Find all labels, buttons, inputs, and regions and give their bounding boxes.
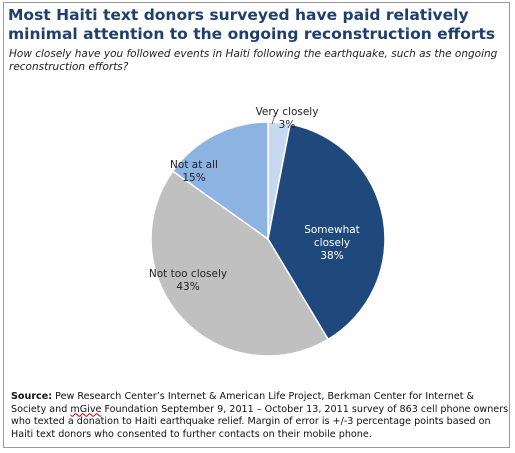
- source-text-mgive: mGive: [70, 403, 102, 415]
- slice-label-somewhat-closely-0: Somewhat: [304, 224, 360, 236]
- leader-line-very-closely: [271, 114, 276, 125]
- pie-slice-not-too-closely: [150, 170, 330, 357]
- value-label-not-at-all: 15%: [182, 172, 205, 184]
- source-text-part1: Pew Research Center’s Internet & America…: [11, 391, 475, 415]
- slice-label-very-closely-0: Very closely: [256, 106, 319, 118]
- slice-label-not-too-closely-0: Not too closely: [149, 268, 227, 280]
- chart-title: Most Haiti text donors surveyed have pai…: [8, 6, 496, 43]
- value-label-somewhat-closely: 38%: [320, 250, 343, 262]
- slice-label-somewhat-closely-1: closely: [314, 237, 350, 249]
- value-label-not-too-closely: 43%: [176, 281, 199, 293]
- pie-slice-somewhat-closely: [267, 123, 386, 341]
- value-label-very-closely: 3%: [279, 119, 296, 131]
- pie-slice-not-at-all: [171, 121, 269, 241]
- chart-subtitle: How closely have you followed events in …: [9, 48, 498, 73]
- source-text-part2: Foundation September 9, 2011 – October 1…: [11, 403, 509, 440]
- source-label: Source:: [11, 391, 53, 402]
- slice-label-not-at-all-0: Not at all: [170, 159, 218, 171]
- figure-frame: Most Haiti text donors surveyed have pai…: [3, 2, 510, 448]
- source-note: Source: Pew Research Center’s Internet &…: [11, 391, 509, 441]
